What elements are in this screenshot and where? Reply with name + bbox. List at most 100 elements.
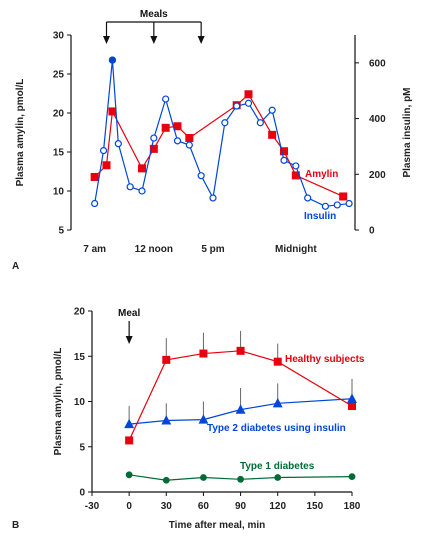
panel-a-insulin-peak-point [108, 56, 117, 64]
panel-a-amylin-point [280, 147, 288, 156]
panel-a-left-tick-label: 25 [53, 70, 65, 81]
panel-b-type2-label: Type 2 diabetes using insulin [207, 423, 346, 434]
panel-b-x-tick-label: -30 [85, 501, 100, 512]
panel-a-amylin-point [149, 144, 158, 153]
panel-b-x-tick-label: 180 [344, 501, 361, 512]
panel-b-type1-point [200, 474, 207, 481]
panel-a-line-insulin [94, 60, 350, 207]
panel-a-amylin-point [244, 90, 253, 99]
panel-b-healthy-point [199, 349, 208, 358]
panel-b-type2-point [272, 397, 283, 408]
panel-a-insulin-point [197, 172, 205, 180]
panel-a-insulin-point [268, 106, 276, 114]
panel-a-insulin-label: Insulin [304, 211, 336, 222]
panel-a-insulin-point [91, 199, 99, 208]
panel-b-letter: B [12, 520, 19, 531]
panel-b-y-tick-label: 0 [79, 488, 85, 499]
panel-a-insulin-point [304, 194, 312, 202]
panel-b-x-axis-label: Time after meal, min [169, 520, 266, 531]
panel-a-amylin-point [173, 122, 182, 131]
panel-b-healthy-point [125, 436, 134, 445]
panel-a-insulin-point [173, 137, 182, 145]
panel-a-amylin-point [90, 172, 99, 181]
panel-a-insulin-point [150, 134, 158, 142]
panel-b-healthy-point [236, 346, 245, 355]
panel-a-insulin-point [280, 156, 288, 164]
panel-a-x-tick-label: Midnight [275, 244, 317, 255]
panel-a-amylin-point [339, 192, 348, 201]
panel-a-insulin-point [162, 95, 170, 103]
panel-b-x-tick-label: 150 [307, 501, 324, 512]
panel-a-amylin-point [291, 171, 300, 180]
panel-a-meal-arrow-head [150, 36, 158, 44]
panel-a-chart: 5 10 15 20 25 30 0 200 400 600 Plasma amylin, pmol… [12, 9, 413, 272]
panel-a-insulin-point [345, 199, 353, 208]
panel-b-y-tick-label: 15 [74, 352, 86, 363]
panel-a-right-tick-label: 400 [369, 114, 386, 125]
panel-a-insulin-point [233, 102, 241, 110]
panel-a-meals-label: Meals [140, 9, 168, 20]
panel-b-x-tick-label: 90 [235, 501, 247, 512]
panel-b-x-tick-label: 0 [126, 501, 132, 512]
panel-a-insulin-point [126, 183, 134, 191]
panel-a-insulin-point [321, 202, 330, 210]
panel-b-type1-point [162, 476, 170, 484]
panel-a-letter: A [12, 261, 19, 272]
panel-b-healthy-point [162, 355, 171, 364]
panel-a-left-tick-label: 5 [58, 226, 64, 237]
panel-a-left-tick-label: 10 [53, 187, 65, 198]
panel-b-x-tick-label: 60 [198, 501, 210, 512]
panel-a-insulin-point [185, 141, 193, 149]
panel-b-y-axis-label: Plasma amylin, pmol/L [53, 348, 64, 456]
panel-b-x-tick-label: 30 [161, 501, 173, 512]
panel-b-x-tick-label: 120 [269, 501, 286, 512]
panel-a-insulin-point [99, 147, 108, 155]
panel-a-right-tick-label: 0 [369, 226, 375, 237]
panel-b-y-tick-label: 10 [74, 397, 86, 408]
panel-b-type2-point [198, 414, 209, 424]
panel-a-insulin-point [244, 99, 253, 107]
panel-b-type2-point [347, 393, 357, 403]
panel-a-insulin-point [292, 162, 300, 170]
panel-b-type1-point [274, 474, 282, 481]
panel-a-insulin-point [256, 119, 264, 127]
panel-b-y-tick-label: 20 [74, 307, 86, 318]
panel-b-healthy-point [273, 357, 282, 366]
panel-a-amylin-point [185, 133, 194, 142]
panel-a-left-tick-label: 30 [53, 31, 65, 42]
panel-a-insulin-point [221, 119, 229, 127]
panel-a-amylin-point [161, 123, 170, 132]
panel-a-line-amylin [94, 93, 344, 198]
panel-a-left-tick-label: 15 [53, 148, 65, 159]
panel-b-type1-point [237, 475, 244, 483]
panel-a-x-tick-label: 7 am [83, 244, 106, 255]
panel-a-x-tick-label: 12 noon [135, 244, 173, 255]
panel-a-right-axis-label: Plasma insulin, pM [402, 87, 413, 177]
panel-b-type2-point [161, 415, 172, 425]
panel-a-left-axis-label: Plasma amylin, pmol/L [15, 79, 26, 187]
panel-a-insulin-point [333, 201, 341, 209]
panel-a-x-tick-label: 5 pm [201, 244, 224, 255]
panel-a-left-tick-label: 20 [53, 109, 65, 120]
panel-a-insulin-point [209, 194, 217, 202]
panel-a-right-tick-label: 200 [369, 170, 386, 181]
panel-a-amylin-point [102, 161, 111, 170]
panel-a-amylin-point [108, 107, 117, 116]
panel-b-line-healthy [128, 350, 353, 441]
panel-b-type1-label: Type 1 diabetes [240, 461, 315, 472]
panel-b-line-type2 [129, 398, 353, 425]
panel-a-meal-arrow-head [197, 36, 205, 44]
panel-b-healthy-point [348, 402, 356, 411]
panel-a-insulin-point [138, 187, 146, 195]
panel-b-meal-label: Meal [118, 308, 140, 319]
panel-a-right-tick-label: 600 [369, 58, 386, 69]
panel-b-line-type1 [129, 474, 353, 481]
panel-b-y-tick-label: 5 [79, 442, 85, 453]
panel-b-type2-point [235, 404, 246, 414]
panel-b-meal-arrow-head [125, 336, 133, 344]
panel-a-amylin-point [138, 164, 146, 173]
panel-b-type1-point [125, 471, 133, 479]
panel-a-insulin-point [114, 140, 122, 148]
